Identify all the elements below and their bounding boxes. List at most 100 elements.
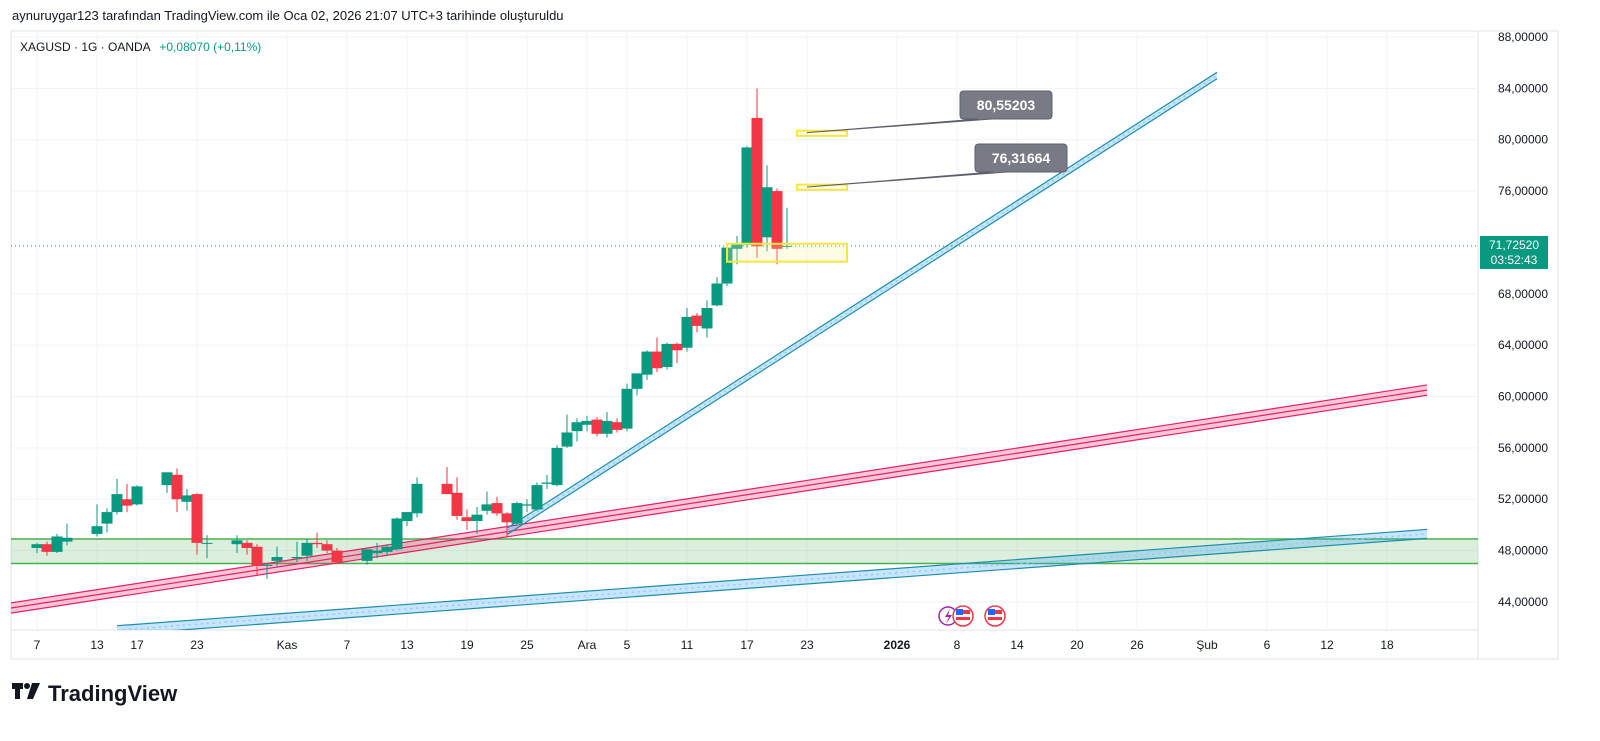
candle-body xyxy=(511,503,523,524)
chart-creation-caption: aynuruygar123 tarafından TradingView.com… xyxy=(12,8,564,23)
x-tick-label: 26 xyxy=(1130,638,1144,652)
candle-body xyxy=(751,117,763,247)
x-tick-label: Kas xyxy=(277,638,298,652)
x-tick-label: 7 xyxy=(344,638,351,652)
candle-body xyxy=(361,549,373,561)
y-tick-label: 84,00000 xyxy=(1498,81,1548,95)
candle-body xyxy=(621,388,633,429)
x-tick-label: 12 xyxy=(1320,638,1334,652)
candle xyxy=(711,277,723,307)
candle-body xyxy=(391,518,403,550)
y-tick-label: 44,00000 xyxy=(1498,595,1548,609)
candle-body xyxy=(251,546,263,567)
candle-body xyxy=(491,503,503,514)
candle-body xyxy=(101,512,113,524)
x-tick-label: 17 xyxy=(130,638,144,652)
x-tick-label: 17 xyxy=(740,638,754,652)
candle-body xyxy=(301,542,313,556)
candle xyxy=(111,478,123,515)
last-price-value: 71,72520 xyxy=(1489,238,1539,252)
candle xyxy=(761,165,773,252)
pink-channel-upper xyxy=(11,384,1428,604)
candle xyxy=(621,383,633,432)
candle xyxy=(511,501,523,527)
candle-body xyxy=(611,422,623,430)
candle-body xyxy=(41,544,53,552)
candle xyxy=(301,539,313,561)
candle-body xyxy=(171,474,183,500)
candle xyxy=(581,415,593,432)
candle-body xyxy=(201,542,213,544)
candle xyxy=(771,188,783,265)
x-tick-label: 25 xyxy=(520,638,534,652)
x-tick-label: 11 xyxy=(681,638,694,652)
last-price-tag-bg xyxy=(1480,235,1548,269)
candle-body xyxy=(741,147,753,246)
candle xyxy=(51,533,63,554)
candle xyxy=(241,540,253,555)
blue-lower-channel-fill xyxy=(117,529,1427,630)
y-tick-label: 52,00000 xyxy=(1498,492,1548,506)
candle-body xyxy=(661,343,673,367)
candle xyxy=(161,472,173,493)
candle-body xyxy=(91,526,103,534)
candle xyxy=(291,541,303,563)
x-tick-label: 13 xyxy=(90,638,104,652)
yellow-box-76 xyxy=(796,183,848,191)
callout-label: 76,31664 xyxy=(992,150,1051,166)
symbol-legend: XAGUSD · 1G · OANDA +0,08070 (+0,11%) xyxy=(20,40,261,54)
x-tick-label: Şub xyxy=(1196,638,1218,652)
candle-body xyxy=(31,544,43,549)
candle xyxy=(611,418,623,433)
candle-body xyxy=(591,419,603,434)
candle-body xyxy=(411,483,423,514)
candle-body xyxy=(531,485,543,510)
y-tick-label: 64,00000 xyxy=(1498,338,1548,352)
x-tick-label: 18 xyxy=(1380,638,1394,652)
tradingview-logo-text: TradingView xyxy=(48,681,178,706)
candle xyxy=(121,483,133,513)
x-tick-label: 14 xyxy=(1010,638,1024,652)
callout-bubble xyxy=(806,90,1053,134)
candle xyxy=(231,535,243,554)
candle xyxy=(541,474,553,489)
candle-body xyxy=(771,191,783,249)
candle xyxy=(731,236,743,265)
candle xyxy=(741,146,753,248)
candle-body xyxy=(51,536,63,552)
candle-body xyxy=(441,483,453,495)
candle-body xyxy=(381,546,393,552)
candle xyxy=(471,506,483,534)
flag-stripe xyxy=(988,617,1002,620)
candle xyxy=(181,488,193,511)
x-tick-label: 19 xyxy=(460,638,474,652)
candle xyxy=(781,207,793,249)
candle xyxy=(551,445,563,487)
flag-canton xyxy=(988,609,995,615)
candle xyxy=(671,342,683,364)
candle xyxy=(651,337,663,373)
symbol-name[interactable]: XAGUSD · 1G · OANDA xyxy=(20,40,151,54)
economic-events xyxy=(938,605,1006,627)
candle-body xyxy=(191,494,203,543)
candle xyxy=(601,411,613,438)
candle xyxy=(361,549,373,565)
blue-steep-trendline-upper xyxy=(506,71,1218,529)
candle xyxy=(391,517,403,551)
candle-body xyxy=(721,247,733,284)
pink-channel-lower xyxy=(11,394,1428,614)
candle-body xyxy=(651,351,663,369)
candle-body xyxy=(571,422,583,432)
candle-body xyxy=(261,564,273,567)
candle xyxy=(681,307,693,352)
candle-body xyxy=(731,243,743,249)
candle xyxy=(31,542,43,554)
candle-body xyxy=(631,373,643,389)
candle xyxy=(591,417,603,437)
candle xyxy=(91,504,103,537)
price-change: +0,08070 (+0,11%) xyxy=(159,40,262,54)
candle xyxy=(701,300,713,338)
candle-body xyxy=(781,245,793,247)
tradingview-logo[interactable]: TradingView xyxy=(12,681,177,707)
